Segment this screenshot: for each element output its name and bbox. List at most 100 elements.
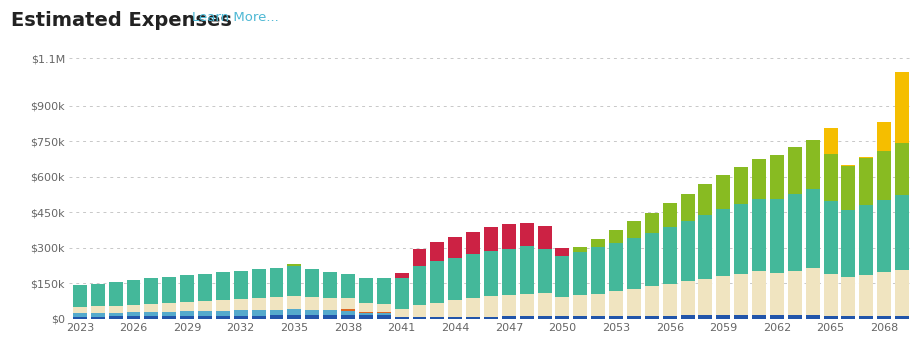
Bar (216, 311, 230, 316)
Bar (90, 313, 105, 316)
Bar (162, 277, 176, 303)
Bar (680, 221, 694, 281)
Bar (502, 295, 515, 316)
Bar (680, 194, 694, 221)
Bar (787, 315, 802, 319)
Bar (895, 195, 909, 270)
Bar (591, 247, 605, 294)
Bar (520, 223, 534, 246)
Bar (467, 232, 480, 254)
Bar (73, 285, 87, 307)
Bar (895, 72, 909, 143)
Bar (145, 304, 159, 312)
Bar (323, 310, 337, 315)
Bar (377, 315, 391, 319)
Bar (842, 166, 856, 210)
Bar (591, 316, 605, 319)
Bar (288, 264, 301, 266)
Bar (145, 278, 159, 304)
Bar (180, 302, 195, 311)
Bar (198, 274, 212, 301)
Bar (770, 274, 784, 315)
Bar (180, 311, 195, 316)
Bar (341, 315, 355, 319)
Bar (448, 237, 462, 258)
Bar (377, 278, 391, 304)
Bar (377, 313, 391, 315)
Bar (770, 155, 784, 199)
Bar (288, 315, 301, 319)
Bar (644, 213, 659, 233)
Bar (162, 312, 176, 316)
Bar (520, 294, 534, 316)
Bar (234, 299, 248, 310)
Bar (806, 189, 820, 268)
Bar (502, 316, 515, 319)
Bar (859, 158, 873, 205)
Bar (234, 271, 248, 299)
Bar (538, 226, 551, 249)
Bar (716, 276, 730, 315)
Bar (644, 233, 659, 286)
Bar (627, 316, 641, 319)
Bar (234, 316, 248, 319)
Bar (90, 284, 105, 306)
Bar (627, 221, 641, 238)
Bar (109, 306, 123, 313)
Bar (555, 316, 570, 319)
Bar (591, 239, 605, 247)
Bar (734, 204, 748, 274)
Bar (359, 315, 372, 319)
Bar (859, 205, 873, 275)
Bar (538, 249, 551, 292)
Bar (431, 242, 444, 261)
Bar (359, 313, 372, 315)
Bar (162, 303, 176, 312)
Bar (538, 316, 551, 319)
Bar (663, 203, 677, 227)
Bar (573, 316, 587, 319)
Bar (73, 317, 87, 319)
Bar (484, 227, 498, 251)
Bar (484, 296, 498, 316)
Bar (591, 294, 605, 316)
Bar (305, 297, 319, 310)
Bar (770, 199, 784, 274)
Bar (288, 296, 301, 309)
Bar (627, 289, 641, 316)
Bar (806, 315, 820, 319)
Bar (341, 309, 355, 311)
Bar (877, 150, 892, 200)
Bar (109, 313, 123, 316)
Bar (609, 291, 623, 316)
Bar (305, 315, 319, 319)
Bar (252, 298, 266, 310)
Bar (395, 318, 408, 319)
Bar (573, 252, 587, 295)
Bar (877, 272, 892, 316)
Bar (842, 277, 856, 316)
Bar (699, 279, 713, 315)
Bar (431, 303, 444, 317)
Bar (73, 313, 87, 317)
Bar (520, 246, 534, 294)
Bar (823, 154, 837, 200)
Bar (609, 316, 623, 319)
Bar (752, 315, 766, 319)
Bar (377, 312, 391, 313)
Bar (555, 248, 570, 256)
Bar (573, 295, 587, 316)
Bar (252, 270, 266, 298)
Bar (431, 261, 444, 303)
Bar (252, 315, 266, 319)
Bar (502, 248, 515, 295)
Bar (716, 315, 730, 319)
Bar (162, 316, 176, 319)
Bar (609, 229, 623, 243)
Bar (395, 309, 408, 318)
Bar (180, 316, 195, 319)
Bar (663, 315, 677, 319)
Bar (198, 301, 212, 311)
Bar (644, 316, 659, 319)
Bar (895, 316, 909, 319)
